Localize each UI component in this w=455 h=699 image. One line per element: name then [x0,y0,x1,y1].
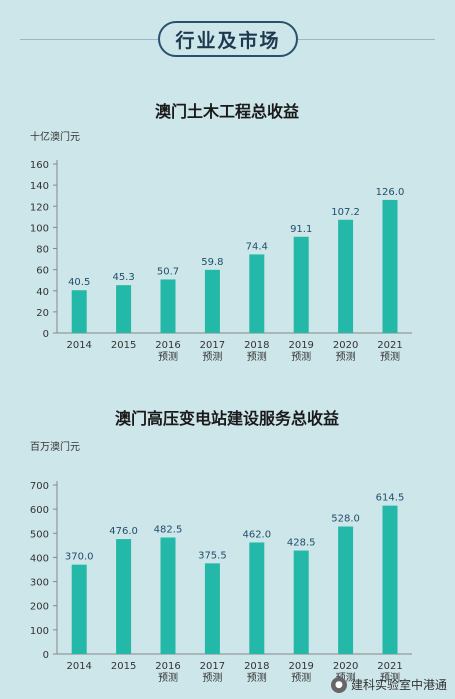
chart1-y-tick-label: 60 [36,266,49,277]
chart1-y-tick-label: 160 [30,160,49,171]
watermark-text: 建科实验室中港通 [350,678,447,692]
chart1-title: 澳门土木工程总收益 [155,102,299,121]
chart1-category-label: 2018 [244,340,269,351]
chart1-bar [116,285,132,333]
chart2-bar [338,526,354,654]
chart1-value-label: 50.7 [157,266,179,277]
chart2-category-label: 2014 [66,661,91,672]
chart2-category-label: 2018 [244,661,269,672]
chart1-bar [160,279,176,333]
chart2-category-sublabel: 预测 [247,671,267,684]
chart1-bar [204,269,220,333]
chart2-value-label: 614.5 [376,493,405,504]
chart2-y-unit: 百万澳门元 [30,440,80,453]
chart2-value-label: 528.0 [331,514,360,525]
chart2-y-tick-label: 0 [43,650,49,661]
chart1-y-tick-label: 0 [43,329,49,340]
chart2-category-sublabel: 预测 [380,671,400,684]
chart1-bar [338,219,354,333]
chart1-y-tick-label: 100 [30,223,49,234]
chart2-value-label: 428.5 [287,538,316,549]
chart1-y-tick-label: 120 [30,202,49,213]
chart2-category-label: 2019 [288,661,313,672]
chart2-category-label: 2020 [333,661,358,672]
chart1-category-label: 2015 [111,340,136,351]
chart2-value-label: 375.5 [198,550,227,561]
chart2-value-label: 370.0 [65,552,94,563]
chart2-category-sublabel: 预测 [158,671,178,684]
chart1-value-label: 91.1 [290,224,312,235]
chart2-category-label: 2021 [377,661,402,672]
watermark: ● 建科实验室中港通 [330,676,447,693]
chart2-category-sublabel: 预测 [202,671,222,684]
chart2-value-label: 476.0 [109,526,138,537]
chart1-y-tick-label: 80 [36,245,49,256]
chart2-category-label: 2016 [155,661,180,672]
chart1-bar [249,254,265,333]
chart2-y-tick-label: 300 [30,578,49,589]
section-header-title: 行业及市场 [175,29,281,52]
chart1-bar [382,199,398,333]
chart2-bar [204,563,220,654]
chart1-value-label: 40.5 [68,277,90,288]
chart1-category-label: 2019 [288,340,313,351]
chart2-value-label: 462.0 [242,529,271,540]
chart1-category-sublabel: 预测 [336,350,356,363]
chart2-bar [382,505,398,654]
chart1-value-label: 107.2 [331,207,360,218]
chart1-category-sublabel: 预测 [247,350,267,363]
chart2-bar [249,542,265,654]
chart2-bar [293,550,309,654]
chart1-category-sublabel: 预测 [202,350,222,363]
chart1-bar [71,290,87,333]
chart1-category-sublabel: 预测 [291,350,311,363]
chart2-y-tick-label: 700 [30,481,49,492]
chart1-category-label: 2014 [66,340,91,351]
chart1-y-tick-label: 140 [30,181,49,192]
chart1-bar [293,236,309,333]
chart1-y-unit: 十亿澳门元 [30,130,80,143]
chart1-value-label: 126.0 [376,187,405,198]
chart2-category-label: 2015 [111,661,136,672]
chart2-y-tick-label: 500 [30,529,49,540]
chart2-y-tick-label: 200 [30,602,49,613]
chart1-category-label: 2020 [333,340,358,351]
header-line-left [20,39,158,40]
wechat-icon: ● [330,676,347,693]
header-line-right [298,39,435,40]
chart2-y-tick-label: 400 [30,553,49,564]
chart2-category-sublabel: 预测 [291,671,311,684]
chart2-bar [71,564,87,654]
chart1-value-label: 45.3 [112,272,134,283]
chart1-y-tick-label: 20 [36,308,49,319]
chart1-value-label: 74.4 [246,241,268,252]
chart2-title: 澳门高压变电站建设服务总收益 [115,409,339,428]
chart2-bar [116,539,132,654]
chart2-category-label: 2017 [200,661,225,672]
chart1-y-tick-label: 40 [36,287,49,298]
chart1-category-sublabel: 预测 [158,350,178,363]
chart2-bar [160,537,176,654]
chart2-value-label: 482.5 [154,525,183,536]
chart1-category-label: 2021 [377,340,402,351]
chart1-category-label: 2016 [155,340,180,351]
section-header: 行业及市场 [158,21,298,57]
chart1-value-label: 59.8 [201,257,223,268]
chart2-y-tick-label: 600 [30,505,49,516]
chart2-y-tick-label: 100 [30,626,49,637]
chart1-category-label: 2017 [200,340,225,351]
chart1-category-sublabel: 预测 [380,350,400,363]
